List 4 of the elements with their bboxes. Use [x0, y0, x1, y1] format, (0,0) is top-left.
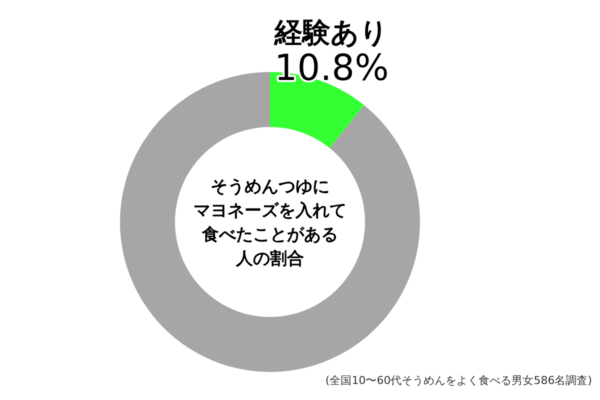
text: そうめんつゆにマヨネーズを入れて食べたことがある人の割合	[194, 177, 346, 269]
data-label: 10.8%	[274, 48, 389, 89]
text: (全国10〜60代そうめんをよく食べる男女586名調査)	[325, 374, 592, 387]
slice-label: 経験あり	[274, 16, 389, 49]
